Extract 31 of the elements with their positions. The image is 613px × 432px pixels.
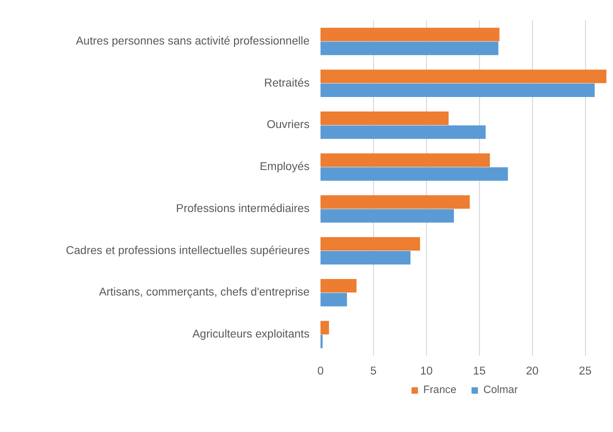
legend-label: France: [423, 384, 456, 396]
x-tick-label: 5: [370, 366, 377, 378]
y-tick-label: Employés: [260, 161, 310, 174]
y-tick-label: Artisans, commerçants, chefs d'entreprise: [98, 286, 310, 299]
y-tick-label: Agriculteurs exploitants: [192, 328, 310, 341]
y-tick-label: Ouvriers: [266, 119, 310, 132]
bar: [320, 125, 486, 139]
y-tick-label: Autres personnes sans activité professionnelle: [76, 35, 310, 48]
legend-label: Colmar: [483, 384, 518, 396]
bar: [320, 292, 347, 306]
x-tick-label: 10: [420, 366, 433, 378]
y-tick-label: Cadres et professions intellectuelles supérieures: [66, 244, 310, 257]
x-tick-label: 25: [578, 366, 592, 378]
bar: [320, 250, 410, 264]
bar: [320, 83, 595, 97]
bar: [320, 209, 454, 223]
x-tick-label: 0: [317, 366, 324, 378]
bar: [320, 195, 470, 209]
bar: [320, 28, 500, 42]
bar: [320, 320, 329, 334]
bar: [320, 279, 356, 293]
bar: [320, 153, 490, 167]
bar: [320, 167, 508, 181]
x-tick-label: 15: [473, 366, 486, 378]
y-tick-label: Professions intermédiaires: [176, 202, 310, 215]
bar: [320, 70, 606, 84]
bar: [320, 42, 498, 56]
y-tick-label: Retraités: [264, 77, 310, 90]
bar: [320, 112, 449, 126]
bar: [320, 237, 420, 251]
x-tick-label: 20: [526, 366, 539, 378]
